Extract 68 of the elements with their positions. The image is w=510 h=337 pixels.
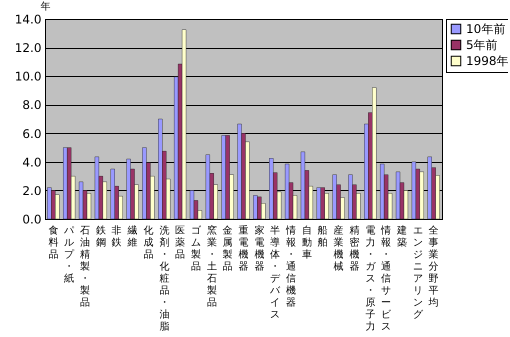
- x-tick-label: 情報・通信機器: [285, 224, 296, 308]
- bar: [190, 190, 194, 220]
- x-tick-label: 繊維: [126, 224, 138, 248]
- bar: [225, 135, 230, 220]
- x-tick-label: ゴム製品: [190, 224, 202, 272]
- category-label: 洗剤・化粧品・油脂: [159, 226, 170, 332]
- x-tick-label: 窯業・土石製品: [206, 224, 217, 308]
- bar: [47, 187, 52, 220]
- bar: [332, 174, 337, 220]
- y-tick-label: 8.0: [22, 98, 42, 112]
- legend-label: 10年前: [466, 22, 506, 36]
- y-tick-label: 2.0: [22, 184, 42, 198]
- bar: [63, 147, 68, 220]
- bar: [396, 172, 400, 220]
- bar: [142, 147, 147, 220]
- x-tick-label: パルプ・紙: [63, 226, 76, 284]
- bar: [300, 152, 306, 220]
- y-tick-label: 10.0: [14, 70, 42, 84]
- bar: [182, 30, 186, 220]
- legend-label: 1998年: [466, 54, 509, 68]
- x-tick-label: 非鉄: [112, 224, 122, 248]
- bar: [253, 195, 258, 220]
- bar: [86, 193, 92, 220]
- x-tick-label: 半導体・デバイス: [269, 224, 282, 320]
- bar: [222, 135, 226, 220]
- bar: [320, 187, 325, 220]
- x-tick-label: 精密機器: [349, 224, 360, 272]
- bar: [420, 172, 424, 220]
- x-tick-label: 自動車: [302, 224, 312, 260]
- y-tick-label: 14.0: [14, 12, 42, 26]
- bar: [257, 196, 262, 220]
- bar: [316, 187, 321, 220]
- bar: [269, 158, 274, 220]
- x-tick-label: 産業機械: [334, 224, 344, 272]
- bar: [51, 190, 56, 220]
- y-tick-label: 12.0: [14, 41, 42, 56]
- bar: [94, 156, 100, 220]
- bar: [158, 118, 162, 220]
- bar: [380, 164, 384, 220]
- y-tick-label: 0.0: [22, 212, 42, 226]
- y-axis-title: 年: [40, 0, 50, 12]
- category-label: 電力・ガス・原子力: [365, 226, 376, 332]
- x-tick-label: 食料品: [48, 224, 58, 260]
- bar: [372, 87, 376, 220]
- bar: [428, 156, 432, 220]
- x-tick-label: 船舶: [318, 226, 328, 248]
- x-tick-label: 金属製品: [222, 224, 233, 272]
- x-tick-label: 鉄鋼: [96, 224, 106, 248]
- category-label: 情報・通信サービス: [381, 226, 392, 332]
- bar: [126, 158, 131, 220]
- bar: [66, 147, 72, 220]
- x-tick-label: 建築: [396, 224, 407, 248]
- x-tick-label: 重電機器: [238, 224, 248, 272]
- bar: [348, 174, 353, 220]
- bar: [78, 182, 84, 220]
- x-tick-label: 化成品: [143, 224, 154, 260]
- y-tick-label: 4.0: [22, 155, 42, 170]
- x-tick-label: 医薬品: [175, 226, 186, 260]
- x-tick-label: 全事業分野平均: [428, 224, 439, 308]
- bar: [206, 154, 210, 220]
- bar: [412, 162, 416, 220]
- legend-label: 5年前: [466, 38, 498, 52]
- x-tick-label: 石油精製・製品: [80, 226, 90, 308]
- bar: [237, 124, 242, 220]
- x-tick-label: エンジニアリング: [412, 226, 424, 320]
- y-tick-label: 6.0: [22, 126, 42, 141]
- bar: [110, 168, 115, 220]
- x-tick-label: 家電機器: [254, 224, 264, 272]
